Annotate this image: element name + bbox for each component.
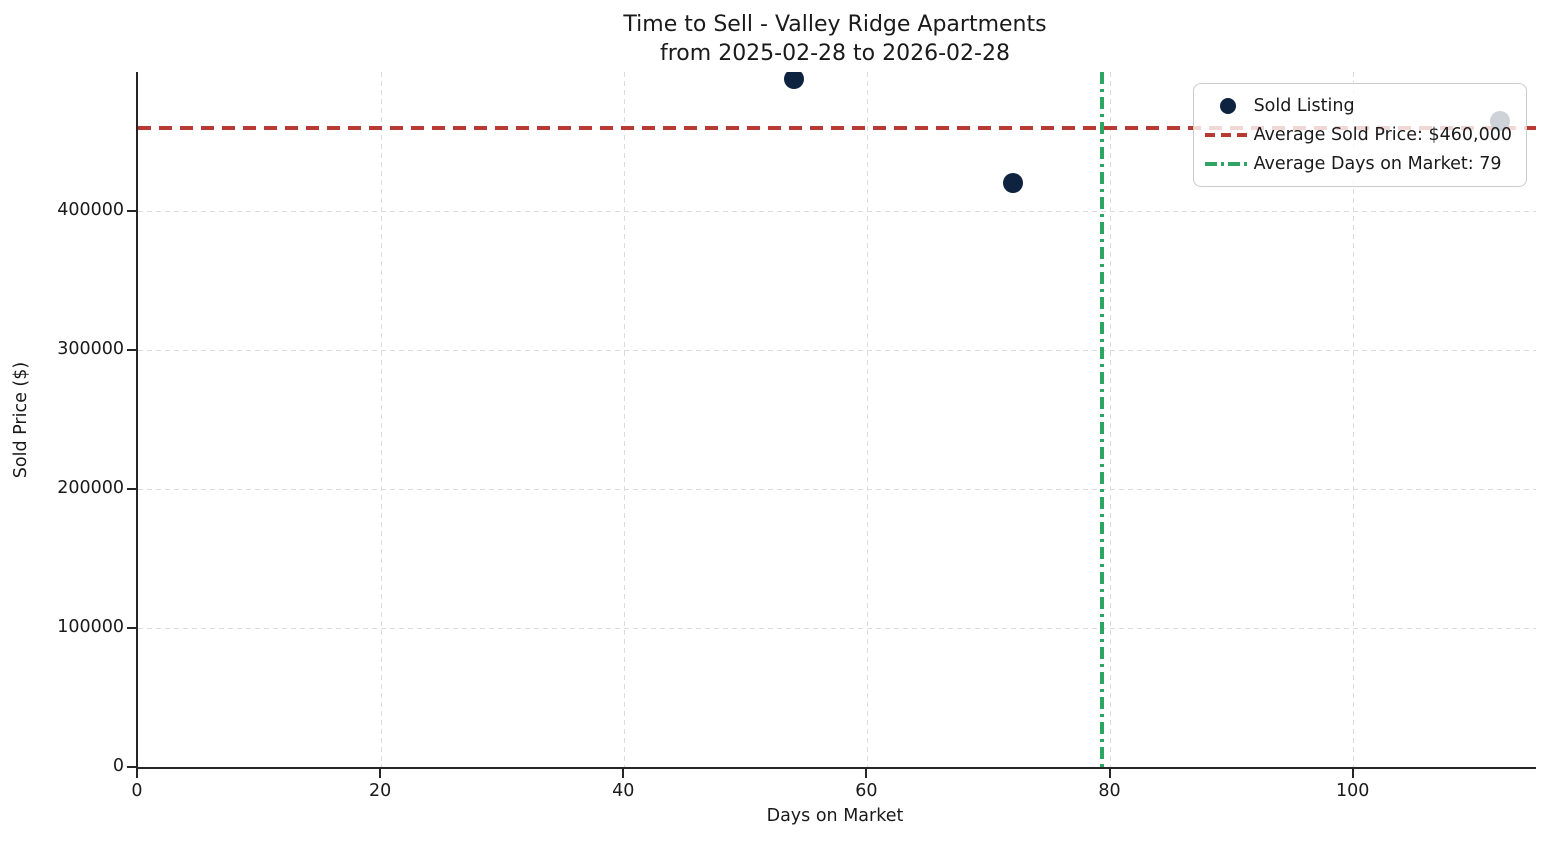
chart-title: Time to Sell - Valley Ridge Apartments xyxy=(623,12,1047,37)
gridline-x-40 xyxy=(623,72,625,767)
y-tick-label-300000: 300000 xyxy=(57,339,124,359)
y-tick-label-200000: 200000 xyxy=(57,478,124,498)
x-tick-label-40: 40 xyxy=(612,781,635,801)
gridline-x-20 xyxy=(380,72,382,767)
y-tick-mark-100000 xyxy=(127,627,136,629)
y-tick-mark-200000 xyxy=(127,488,136,490)
chart-subtitle: from 2025-02-28 to 2026-02-28 xyxy=(660,41,1010,66)
gridline-x-80 xyxy=(1110,72,1112,767)
x-tick-label-0: 0 xyxy=(131,781,143,801)
x-tick-mark-0 xyxy=(136,769,138,778)
x-tick-label-80: 80 xyxy=(1098,781,1121,801)
x-axis-label: Days on Market xyxy=(766,806,904,826)
x-tick-label-100: 100 xyxy=(1335,781,1370,801)
legend-row-sold-listing: Sold Listing xyxy=(1202,93,1512,119)
gridline-x-100 xyxy=(1353,72,1355,767)
x-tick-mark-100 xyxy=(1351,769,1354,778)
gridline-y-300000 xyxy=(138,349,1536,351)
gridline-y-100000 xyxy=(138,627,1536,629)
legend-label-sold-listing: Sold Listing xyxy=(1253,96,1355,116)
x-tick-mark-80 xyxy=(1108,769,1111,778)
scatter-point-2 xyxy=(1003,173,1024,194)
legend-row-average-days: Average Days on Market: 79 xyxy=(1202,151,1512,177)
x-tick-label-60: 60 xyxy=(855,781,878,801)
chart-title-block: Time to Sell - Valley Ridge Apartments f… xyxy=(136,10,1534,68)
sold-listing-marker-icon xyxy=(1219,98,1236,114)
ref-line-average-sold-price xyxy=(138,125,1536,130)
scatter-point-1 xyxy=(784,72,805,89)
legend-row-average-sold-price: Average Sold Price: $460,000 xyxy=(1202,122,1512,148)
legend: Sold Listing Average Sold Price: $460,00… xyxy=(1192,83,1527,187)
x-tick-mark-20 xyxy=(379,769,382,778)
x-tick-mark-60 xyxy=(865,769,868,778)
gridline-y-200000 xyxy=(138,488,1536,490)
dashed-line-marker-icon xyxy=(1204,133,1251,137)
gridline-y-400000 xyxy=(138,210,1536,212)
y-axis-label: Sold Price ($) xyxy=(11,361,31,479)
x-tick-mark-40 xyxy=(622,769,625,778)
y-tick-label-100000: 100000 xyxy=(57,617,124,637)
legend-label-average-sold-price: Average Sold Price: $460,000 xyxy=(1253,125,1512,145)
x-tick-label-20: 20 xyxy=(368,781,392,801)
y-tick-mark-0 xyxy=(127,766,136,768)
dashdot-line-marker-icon xyxy=(1204,162,1251,166)
plot-area: Sold Listing Average Sold Price: $460,00… xyxy=(136,72,1536,769)
gridline-x-60 xyxy=(866,72,868,767)
y-tick-label-0: 0 xyxy=(112,756,124,776)
legend-label-average-days: Average Days on Market: 79 xyxy=(1253,154,1502,174)
y-tick-mark-300000 xyxy=(127,349,136,351)
y-tick-mark-400000 xyxy=(127,210,136,212)
ref-line-average-days-on-market xyxy=(1100,72,1105,767)
y-tick-label-400000: 400000 xyxy=(57,200,124,220)
